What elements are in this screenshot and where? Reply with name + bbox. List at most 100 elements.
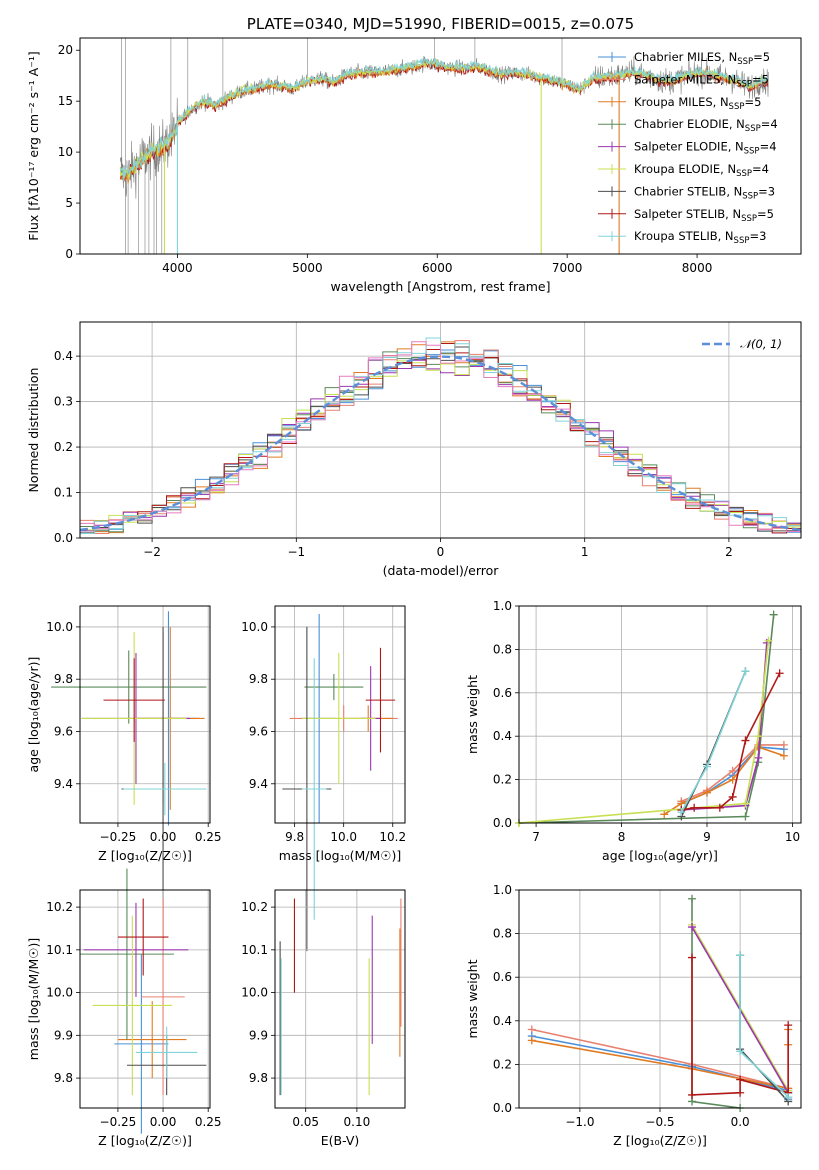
weight-line xyxy=(681,642,768,811)
y-tick-label: 10.0 xyxy=(241,620,268,634)
plot-area-age-vs-mass xyxy=(282,613,398,952)
plot-area-weight-vs-age xyxy=(515,610,788,827)
weight-marker xyxy=(779,740,788,749)
legend-label: Chabrier ELODIE, N xyxy=(634,117,745,131)
y-tick-label: 10.0 xyxy=(46,986,73,1000)
legend-subscript: SSP xyxy=(741,214,757,224)
weight-marker xyxy=(703,762,711,771)
weight-marker xyxy=(728,792,737,801)
weight-marker xyxy=(784,1093,793,1102)
weight-marker xyxy=(736,951,745,960)
weight-series xyxy=(515,610,778,827)
weight-marker xyxy=(736,1047,745,1056)
legend-subscript: SSP xyxy=(729,102,745,112)
x-axis-label: Z [log₁₀(Z/Z☉)] xyxy=(98,848,192,863)
x-tick-label: −1.0 xyxy=(565,1115,594,1129)
x-tick-label: −0.25 xyxy=(100,1115,137,1129)
weight-line xyxy=(691,957,789,1096)
legend-entry: Kroupa ELODIE, NSSP=4 xyxy=(634,162,769,179)
x-tick-label: −0.25 xyxy=(100,830,137,844)
y-tick-label: 10.0 xyxy=(46,620,73,634)
errorbar-point xyxy=(304,673,364,701)
y-tick-label: 0.0 xyxy=(54,531,73,545)
errorbar-point xyxy=(141,898,185,1096)
x-tick-label: 1 xyxy=(581,545,589,559)
x-tick-label: 0.10 xyxy=(344,1115,371,1129)
plot-area-age-vs-z xyxy=(51,611,207,952)
legend-subscript: SSP xyxy=(737,57,753,67)
legend-subscript: SSP xyxy=(744,147,760,157)
y-tick-label: 0.8 xyxy=(493,927,512,941)
legend-suffix: =5 xyxy=(752,72,769,86)
legend-suffix: =3 xyxy=(758,184,775,198)
x-axis-label: age [log₁₀(age/yr)] xyxy=(602,848,718,863)
x-tick-label: 7000 xyxy=(552,261,583,275)
y-tick-label: 0.1 xyxy=(54,486,73,500)
panel-age-vs-mass: 9.8 10.0 10.2 9.4 9.6 9.8 10.0 mass [log₁₀(M/M☉… xyxy=(241,605,406,952)
legend-entry: Chabrier ELODIE, NSSP=4 xyxy=(634,117,778,134)
legend-label: Kroupa ELODIE, N xyxy=(634,162,736,176)
panel-spectrum: 4000 5000 6000 7000 8000 0 5 10 15 20 wavelength [… xyxy=(26,15,802,294)
errorbar-point xyxy=(51,650,207,724)
y-tick-label: 0.8 xyxy=(493,642,512,656)
weight-line xyxy=(663,746,785,815)
errorbar-point xyxy=(365,647,396,753)
x-tick-label: 2 xyxy=(725,545,733,559)
axes-frame xyxy=(518,605,802,824)
x-tick-label: 10.2 xyxy=(379,830,406,844)
y-tick-label: 0.0 xyxy=(493,816,512,830)
x-axis-label: Z [log₁₀(Z/Z☉)] xyxy=(613,1133,707,1148)
panel-weight-vs-z: −1.0 −0.5 0.0 0.0 0.2 0.4 0.6 0.8 1.0 Z [log₁₀(Z/… xyxy=(465,883,802,1148)
x-tick-label: 0.25 xyxy=(195,830,222,844)
legend-label: Salpeter STELIB, N xyxy=(634,207,741,221)
y-tick-label: 0.2 xyxy=(493,773,512,787)
axes-frame xyxy=(79,321,802,539)
x-tick-label: −1 xyxy=(287,545,305,559)
x-tick-label: −0.5 xyxy=(645,1115,674,1129)
y-tick-label: 0.3 xyxy=(54,395,73,409)
x-tick-label: 0.00 xyxy=(150,1115,177,1129)
panel-residuals: −2 −1 0 1 2 0.0 0.1 0.2 0.3 0.4 (data-model)/error… xyxy=(26,321,802,578)
legend-suffix: =5 xyxy=(744,95,761,109)
legend-label: Chabrier STELIB, N xyxy=(634,184,742,198)
legend-suffix: =4 xyxy=(761,117,778,131)
weight-series xyxy=(688,953,793,1099)
legend-subscript: SSP xyxy=(745,124,761,134)
legend-label: Salpeter MILES, N xyxy=(634,72,736,86)
axes-frame xyxy=(79,605,211,824)
y-tick-label: 9.9 xyxy=(54,1028,73,1042)
y-tick-label: 9.6 xyxy=(54,724,73,738)
y-tick-label: 15 xyxy=(58,94,73,108)
legend-entry: Chabrier STELIB, NSSP=3 xyxy=(634,184,775,201)
x-tick-label: 0.25 xyxy=(195,1115,222,1129)
weight-marker xyxy=(690,803,699,812)
y-tick-label: 0.6 xyxy=(493,970,512,984)
y-tick-label: 9.8 xyxy=(54,1071,73,1085)
weight-marker xyxy=(741,812,750,821)
weight-marker xyxy=(741,799,750,808)
x-tick-label: 9.8 xyxy=(285,830,304,844)
plot-area-mass-vs-ebv xyxy=(279,898,402,1096)
y-tick-label: 0.0 xyxy=(493,1101,512,1115)
y-tick-label: 9.4 xyxy=(249,777,268,791)
x-tick-label: 0.0 xyxy=(731,1115,750,1129)
x-tick-label: 7 xyxy=(532,830,540,844)
legend-suffix: =5 xyxy=(753,50,770,64)
y-tick-label: 9.8 xyxy=(54,672,73,686)
y-tick-label: 5 xyxy=(65,196,73,210)
x-tick-label: −2 xyxy=(143,545,161,559)
y-tick-label: 10.2 xyxy=(241,900,268,914)
x-tick-label: 5000 xyxy=(292,261,323,275)
y-tick-label: 9.8 xyxy=(249,672,268,686)
y-tick-label: 9.9 xyxy=(249,1028,268,1042)
weight-marker xyxy=(660,810,669,819)
y-tick-label: 10.1 xyxy=(241,943,268,957)
y-tick-label: 0.4 xyxy=(493,1014,512,1028)
weight-marker xyxy=(741,667,750,676)
y-tick-label: 10.1 xyxy=(46,943,73,957)
x-axis-label: (data-model)/error xyxy=(383,563,500,578)
weight-marker xyxy=(754,753,763,762)
x-tick-label: 10 xyxy=(785,830,800,844)
y-tick-label: 0.6 xyxy=(493,686,512,700)
